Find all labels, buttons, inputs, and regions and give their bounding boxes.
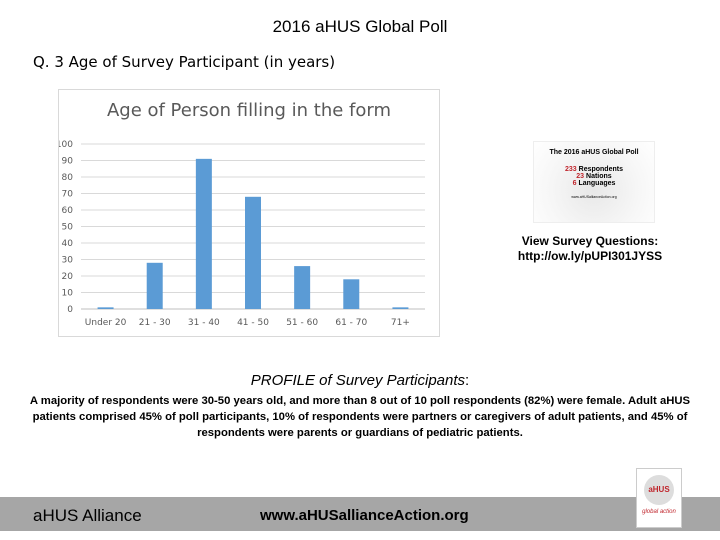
bar-51-60 <box>294 266 311 309</box>
respondents-label: Respondents <box>578 166 623 173</box>
survey-label: View Survey Questions: <box>521 234 659 248</box>
alliance-logo: aHUS global action <box>636 468 682 528</box>
nations-count: 23 <box>576 173 585 180</box>
x-tick-label: 41 - 50 <box>237 318 269 328</box>
x-tick-label: 31 - 40 <box>188 318 220 328</box>
y-tick-label: 40 <box>62 239 74 249</box>
y-tick-label: 0 <box>67 305 73 315</box>
profile-text: A majority of respondents were 30-50 yea… <box>29 395 691 439</box>
chart-svg: 0 10 20 30 40 50 60 70 80 90 100 Under 20 21 - 30 31 … <box>59 140 425 328</box>
bar-31-40 <box>195 158 212 309</box>
profile-heading-colon: : <box>465 372 470 389</box>
y-tick-label: 20 <box>62 272 74 282</box>
bar-61-70 <box>343 279 360 309</box>
x-tick-label: 61 - 70 <box>335 318 367 328</box>
poll-image-title: The 2016 aHUS Global Poll <box>549 149 639 156</box>
nations-label: Nations <box>586 173 612 180</box>
x-tick-label: Under 20 <box>85 318 127 328</box>
languages-count: 6 <box>572 180 577 187</box>
y-tick-label: 80 <box>62 173 74 183</box>
poll-summary-image: The 2016 aHUS Global Poll 233 Respondent… <box>533 141 655 223</box>
y-tick-label: 10 <box>62 289 74 299</box>
y-tick-label: 90 <box>62 157 74 167</box>
bar-21-30 <box>146 262 163 309</box>
bar-under-20 <box>97 307 114 309</box>
footer-bar <box>0 497 720 531</box>
survey-link[interactable]: http://ow.ly/pUPI301JYSS <box>517 249 663 263</box>
footer-url[interactable]: www.aHUSallianceAction.org <box>260 507 469 524</box>
profile-heading-text: PROFILE of Survey Participants <box>250 372 466 389</box>
y-tick-label: 60 <box>62 206 74 216</box>
y-tick-label: 50 <box>62 223 74 233</box>
y-tick-label: 70 <box>62 190 74 200</box>
y-tick-label: 100 <box>59 140 73 150</box>
x-tick-label: 21 - 30 <box>139 318 171 328</box>
x-tick-label: 71+ <box>391 318 410 328</box>
respondents-count: 233 <box>565 166 577 173</box>
profile-heading: PROFILE of Survey Participants: <box>0 372 720 389</box>
chart: Age of Person filling in the form 0 10 20 3… <box>58 89 440 337</box>
question-label: Q. 3 Age of Survey Participant (in years… <box>33 53 336 71</box>
chart-title: Age of Person filling in the form <box>106 100 392 121</box>
bar-41-50 <box>245 196 261 309</box>
page-title: 2016 aHUS Global Poll <box>272 17 448 36</box>
bar-71- <box>392 307 409 309</box>
y-tick-label: 30 <box>62 256 74 266</box>
footer-org-name: aHUS Alliance <box>33 506 142 525</box>
survey-link-block: View Survey Questions: http://ow.ly/pUPI… <box>480 234 700 264</box>
poll-image-url: www.aHUSallianceAction.org <box>571 195 617 199</box>
languages-label: Languages <box>578 180 616 187</box>
x-tick-label: 51 - 60 <box>286 318 318 328</box>
